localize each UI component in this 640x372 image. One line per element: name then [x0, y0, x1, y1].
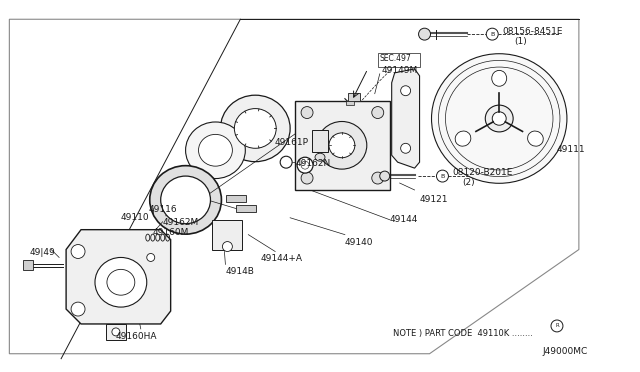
- Text: 08156-8451E: 08156-8451E: [502, 27, 563, 36]
- Circle shape: [301, 107, 313, 119]
- Text: J49000MC: J49000MC: [542, 347, 588, 356]
- Circle shape: [372, 107, 384, 119]
- Ellipse shape: [317, 122, 367, 169]
- Text: 49121: 49121: [420, 195, 448, 204]
- Circle shape: [419, 28, 431, 40]
- Polygon shape: [10, 19, 579, 354]
- Circle shape: [436, 170, 449, 182]
- Ellipse shape: [161, 176, 211, 224]
- Text: 08120-B201E: 08120-B201E: [452, 168, 513, 177]
- Text: 49162N: 49162N: [295, 159, 330, 168]
- Polygon shape: [392, 69, 420, 168]
- Text: 49144+A: 49144+A: [260, 254, 302, 263]
- Text: R: R: [555, 323, 559, 328]
- Ellipse shape: [186, 122, 245, 179]
- Circle shape: [112, 328, 120, 336]
- Ellipse shape: [492, 112, 506, 125]
- Bar: [295, 101, 390, 190]
- Ellipse shape: [315, 153, 325, 161]
- Circle shape: [401, 143, 411, 153]
- Ellipse shape: [485, 105, 513, 132]
- Text: SEC.497: SEC.497: [380, 54, 412, 63]
- Text: (1): (1): [514, 37, 527, 46]
- Circle shape: [551, 320, 563, 332]
- Ellipse shape: [492, 70, 507, 86]
- Ellipse shape: [220, 95, 290, 162]
- Text: 49160HA: 49160HA: [116, 332, 157, 341]
- Text: 49110: 49110: [121, 213, 150, 222]
- Text: 49162M: 49162M: [163, 218, 199, 227]
- Ellipse shape: [107, 269, 135, 295]
- Circle shape: [372, 172, 384, 184]
- Text: (2): (2): [462, 178, 475, 187]
- Text: B: B: [440, 174, 445, 179]
- Circle shape: [401, 86, 411, 96]
- Text: 49160M: 49160M: [153, 228, 189, 237]
- Bar: [348, 93, 360, 101]
- Text: 49149M: 49149M: [381, 66, 418, 75]
- Ellipse shape: [234, 109, 276, 148]
- Bar: [378, 53, 420, 67]
- Text: 49|49: 49|49: [29, 247, 55, 257]
- Text: 49144: 49144: [390, 215, 418, 224]
- Bar: [346, 101, 354, 105]
- Bar: [23, 260, 33, 270]
- Text: 49111: 49111: [557, 145, 586, 154]
- Ellipse shape: [431, 54, 567, 183]
- Circle shape: [223, 241, 232, 251]
- Circle shape: [280, 156, 292, 168]
- Bar: [236, 205, 256, 212]
- Text: 4914B: 4914B: [225, 267, 254, 276]
- Bar: [106, 324, 126, 340]
- Circle shape: [147, 253, 155, 262]
- Ellipse shape: [329, 133, 355, 158]
- Ellipse shape: [455, 131, 471, 146]
- Circle shape: [301, 172, 313, 184]
- Ellipse shape: [527, 131, 543, 146]
- Circle shape: [301, 161, 309, 169]
- Bar: [312, 131, 328, 152]
- Text: 49116: 49116: [148, 205, 177, 214]
- Text: 49161P: 49161P: [274, 138, 308, 147]
- Polygon shape: [66, 230, 171, 324]
- Circle shape: [297, 157, 313, 173]
- Ellipse shape: [95, 257, 147, 307]
- Bar: [227, 195, 246, 202]
- Ellipse shape: [150, 166, 221, 234]
- Ellipse shape: [198, 134, 232, 166]
- Bar: [212, 220, 243, 250]
- Circle shape: [380, 171, 390, 181]
- Text: NOTE ) PART CODE  49110K ........: NOTE ) PART CODE 49110K ........: [393, 329, 532, 338]
- Circle shape: [71, 244, 85, 259]
- Circle shape: [486, 28, 498, 40]
- Text: B: B: [490, 32, 494, 37]
- Circle shape: [71, 302, 85, 316]
- Text: 49140: 49140: [345, 238, 373, 247]
